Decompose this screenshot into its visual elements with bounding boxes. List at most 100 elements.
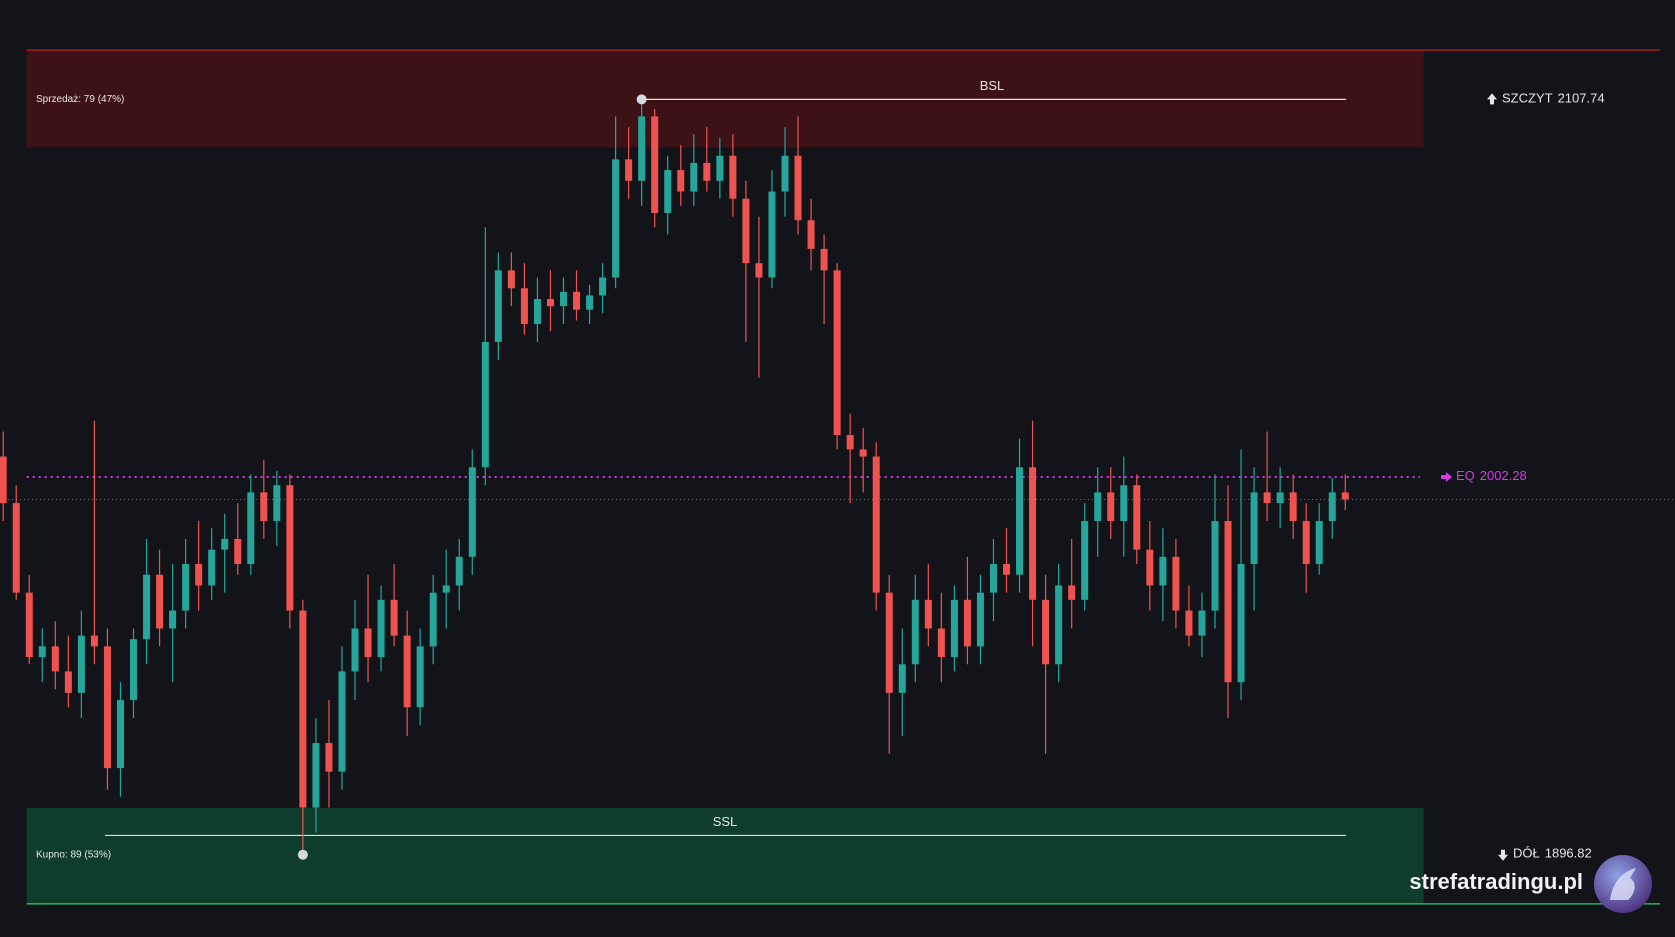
candle-body	[599, 277, 607, 296]
level-value: 2107.74	[1558, 91, 1605, 106]
candle-body	[234, 538, 242, 564]
candle-body	[64, 671, 72, 693]
candle-body	[1094, 492, 1102, 522]
level-value: 1896.82	[1545, 846, 1592, 861]
candle-body	[885, 592, 893, 693]
candle-body	[1003, 563, 1011, 575]
level-arrow	[1498, 849, 1508, 861]
level-lines	[0, 98, 1675, 837]
candle-body	[1159, 556, 1167, 586]
candle-body	[90, 635, 98, 647]
candle-body	[1302, 521, 1310, 564]
candle-body	[859, 449, 867, 457]
candle-body	[1211, 521, 1219, 611]
candle-body	[325, 743, 333, 772]
candle-body	[1185, 610, 1193, 636]
candle-body	[781, 155, 789, 192]
candle-body	[77, 635, 85, 693]
candle-body	[260, 492, 268, 522]
level-value: 2002.28	[1480, 468, 1527, 483]
candle-body	[1068, 585, 1076, 600]
candle-body	[520, 288, 528, 325]
candle-body	[1081, 521, 1089, 600]
candle-body	[507, 270, 515, 289]
candle-body	[468, 467, 476, 557]
candle-body	[729, 155, 737, 199]
level-arrow	[1487, 93, 1497, 105]
level-name: EQ	[1456, 468, 1475, 483]
candle-body	[351, 628, 359, 672]
labels: Sprzedaż: 79 (47%) BSL Kupno: 89 (53%) SSL S…	[36, 78, 1605, 861]
candle-body	[1146, 549, 1154, 586]
candle-body	[1237, 563, 1245, 683]
candle-body	[898, 664, 906, 693]
candle-body	[1029, 467, 1037, 600]
high-marker	[636, 94, 647, 105]
candle-body	[1107, 492, 1115, 522]
zone-label: Kupno: 89 (53%)	[36, 849, 111, 860]
liquidity-label: SSL	[713, 814, 738, 829]
candle-body	[51, 646, 59, 672]
candle-body	[768, 191, 776, 278]
candle-body	[937, 628, 945, 658]
candle-body	[794, 155, 802, 221]
level-label: SZCZYT 2107.74	[1502, 91, 1605, 106]
level-label: EQ 2002.28	[1456, 468, 1527, 483]
candle-body	[390, 599, 398, 636]
level-arrow	[1441, 472, 1452, 483]
candle-body	[338, 671, 346, 772]
candle-body	[716, 155, 724, 181]
candle-body	[690, 162, 698, 192]
candle-body	[1250, 492, 1258, 564]
candle-body	[1289, 492, 1297, 522]
candle-body	[116, 700, 124, 769]
candle-body	[703, 162, 711, 181]
candle-body	[182, 563, 190, 611]
candle-body	[573, 291, 581, 310]
candle-body	[429, 592, 437, 647]
candle-body	[755, 263, 763, 278]
watermark: strefatradingu.pl	[1409, 869, 1583, 894]
candle-body	[586, 295, 594, 310]
candle-body	[651, 116, 659, 214]
candle-body	[677, 170, 685, 192]
candle-body	[1055, 585, 1063, 665]
liquidity-label: BSL	[980, 78, 1005, 93]
candle-body	[25, 592, 33, 658]
candle-body	[38, 646, 46, 658]
level-label: DÓŁ 1896.82	[1513, 846, 1592, 861]
candle-body	[1328, 492, 1336, 522]
candle-body	[12, 503, 20, 593]
candle-body	[143, 574, 151, 640]
candle-body	[286, 485, 294, 611]
candle-body	[1315, 521, 1323, 564]
candle-body	[403, 635, 411, 708]
candle-body	[416, 646, 424, 708]
candle-body	[742, 198, 750, 264]
candle-body	[1224, 521, 1232, 683]
candle-body	[481, 341, 489, 468]
candle-body	[130, 639, 137, 701]
candle-body	[976, 592, 984, 647]
candle-body	[1276, 492, 1284, 504]
candle-body	[247, 492, 255, 564]
candle-body	[1016, 467, 1024, 575]
candle-body	[546, 298, 554, 307]
candle-body	[1172, 556, 1180, 611]
level-name: DÓŁ	[1513, 846, 1540, 861]
candle-body	[989, 563, 997, 593]
candle-body	[442, 585, 450, 593]
candle-body	[1133, 485, 1141, 550]
candle-body	[221, 538, 229, 550]
candle-body	[559, 291, 567, 307]
candle-body	[455, 556, 463, 586]
candle-body	[950, 599, 958, 658]
candle-body	[612, 159, 620, 278]
candle-body	[924, 599, 932, 629]
candle-body	[1198, 610, 1206, 636]
level-name: SZCZYT	[1502, 91, 1553, 106]
candle-body	[208, 549, 216, 586]
zone-label: Sprzedaż: 79 (47%)	[36, 94, 124, 105]
